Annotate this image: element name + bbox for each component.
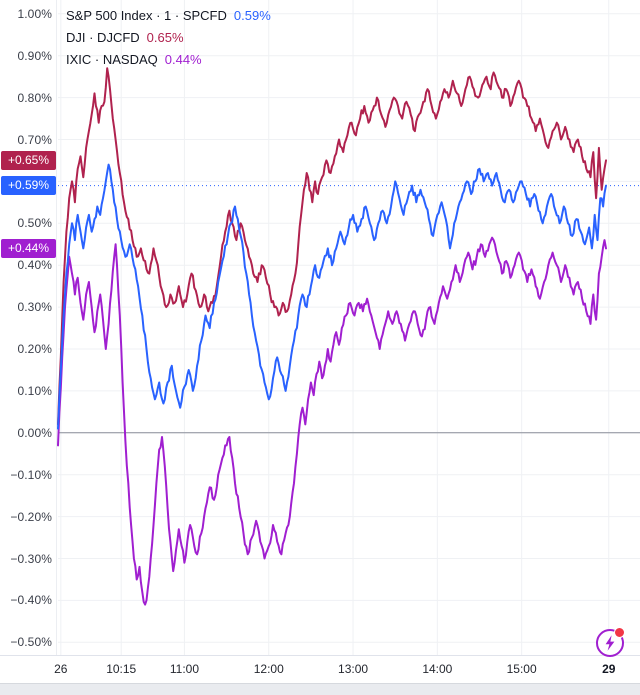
price-badge-s-p-500: +0.59% [1,176,56,196]
time-axis-label: 11:00 [169,662,199,676]
price-axis-label: 0.40% [17,258,52,273]
series-line-s-p-500-index-1-spcfd[interactable] [57,163,607,430]
chart-plot-area[interactable] [0,0,640,655]
legend-change-value: 0.44% [164,52,202,67]
legend-row-dji[interactable]: DJI · DJCFD 0.65% [66,27,271,49]
time-axis[interactable]: 26 10:15 11:00 12:00 13:00 14:00 15:00 29 [0,655,640,684]
price-axis-label: 1.00% [17,6,52,21]
legend-row-ixic[interactable]: IXIC · NASDAQ 0.44% [66,49,271,71]
legend-symbol-label: S&P 500 Index · 1 · SPCFD [66,8,227,23]
legend-change-value: 0.65% [146,30,184,45]
price-badge-nasdaq: +0.44% [1,238,56,258]
series-line-dji-djcfd[interactable] [57,67,607,426]
time-axis-label: 14:00 [422,662,453,676]
series-line-ixic-nasdaq[interactable] [57,236,607,606]
time-axis-label: 26 [54,662,68,676]
legend: S&P 500 Index · 1 · SPCFD 0.59% DJI · DJCF… [66,5,271,71]
time-axis-label: 29 [602,662,616,676]
price-axis-label: −0.40% [10,593,52,608]
legend-symbol-label: IXIC · NASDAQ [66,52,158,67]
price-axis-label: 0.90% [17,48,52,63]
price-axis-label: 0.20% [17,342,52,356]
bottom-panel-strip [0,683,640,695]
price-axis-label: −0.10% [10,467,52,482]
price-axis-label: 0.00% [17,425,52,440]
price-axis-separator [56,0,57,655]
time-axis-label: 10:15 [106,662,137,676]
time-axis-label: 13:00 [338,662,369,676]
notification-dot [614,627,625,638]
price-axis-label: 0.70% [17,132,52,147]
price-axis-label: 0.80% [17,90,52,105]
price-axis-label: −0.20% [10,509,52,524]
price-badge-dji: +0.65% [1,150,56,170]
flash-circle [596,629,624,657]
price-axis-label: 0.10% [17,383,52,398]
legend-change-value: 0.59% [233,8,271,23]
legend-symbol-label: DJI · DJCFD [66,30,140,45]
price-axis-label: 0.50% [17,216,52,231]
legend-row-spx[interactable]: S&P 500 Index · 1 · SPCFD 0.59% [66,5,271,27]
price-axis-label: −0.50% [10,635,52,650]
flash-mode-button[interactable] [595,627,625,658]
lightning-icon [605,635,615,651]
price-axis-label: −0.30% [10,551,52,566]
time-axis-label: 12:00 [253,662,284,676]
price-axis-label: 0.30% [17,300,52,315]
time-axis-label: 15:00 [506,662,537,676]
